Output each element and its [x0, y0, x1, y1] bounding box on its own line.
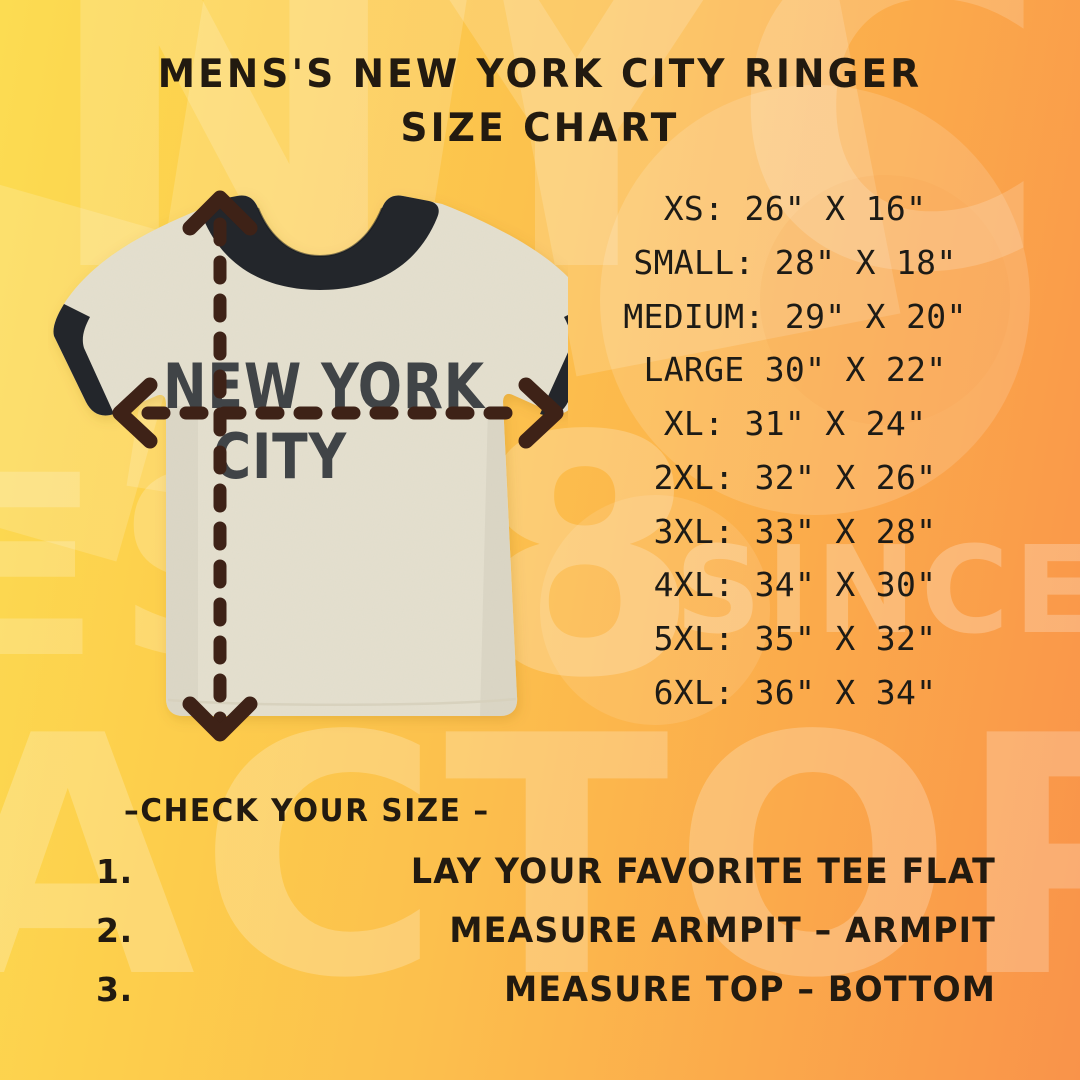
size-row-2xl: 2XL: 32" X 26" — [653, 457, 937, 497]
size-row-medium: MEDIUM: 29" X 20" — [623, 296, 967, 336]
instruction-step: 2. MEASURE ARMPIT – ARMPIT — [96, 911, 996, 953]
tshirt-illustration: NEW YORK CITY — [48, 186, 568, 742]
collar-inner-edge — [257, 207, 383, 258]
step-number: 2. — [96, 911, 133, 950]
step-text: MEASURE ARMPIT – ARMPIT — [449, 911, 996, 951]
size-row-small: SMALL: 28" X 18" — [633, 242, 957, 282]
check-your-size-heading: –CHECK YOUR SIZE – — [124, 793, 490, 829]
size-row-xl: XL: 31" X 24" — [663, 404, 927, 444]
armpit-to-armpit-measure-arrow — [112, 377, 564, 449]
step-number: 1. — [96, 852, 133, 891]
step-text: MEASURE TOP – BOTTOM — [504, 970, 996, 1010]
print-line-2: CITY — [213, 421, 348, 494]
page-title: MENS'S NEW YORK CITY RINGER SIZE CHART — [0, 48, 1080, 156]
size-list: XS: 26" X 16" SMALL: 28" X 18" MEDIUM: 2… — [560, 182, 1030, 720]
instruction-steps: 1. LAY YOUR FAVORITE TEE FLAT 2. MEASURE… — [96, 852, 996, 1029]
size-row-3xl: 3XL: 33" X 28" — [653, 511, 937, 551]
size-row-4xl: 4XL: 34" X 30" — [653, 565, 937, 605]
shirt-shading-left — [166, 406, 198, 716]
ringer-collar — [201, 195, 439, 290]
shirt-hem-line — [167, 697, 517, 706]
shirt-shading-right — [480, 406, 518, 716]
title-line-2: SIZE CHART — [400, 105, 680, 151]
step-number: 3. — [96, 970, 133, 1009]
shirt-print: NEW YORK CITY — [163, 351, 487, 494]
shirt-body-group — [53, 195, 568, 716]
size-row-large: LARGE 30" X 22" — [643, 350, 947, 390]
top-to-bottom-measure-arrow — [182, 190, 258, 742]
size-row-6xl: 6XL: 36" X 34" — [653, 673, 937, 713]
size-row-xs: XS: 26" X 16" — [663, 189, 927, 228]
title-line-1: MENS'S NEW YORK CITY RINGER — [157, 52, 923, 97]
shirt-heather-texture — [53, 195, 568, 716]
ringer-cuffs — [53, 304, 568, 416]
size-row-5xl: 5XL: 35" X 32" — [653, 619, 937, 659]
instruction-step: 1. LAY YOUR FAVORITE TEE FLAT — [96, 852, 996, 894]
right-cuff — [540, 315, 568, 416]
print-line-1: NEW YORK — [163, 351, 487, 424]
step-text: LAY YOUR FAVORITE TEE FLAT — [410, 852, 996, 892]
instruction-step: 3. MEASURE TOP – BOTTOM — [96, 970, 996, 1012]
left-cuff — [53, 304, 114, 416]
